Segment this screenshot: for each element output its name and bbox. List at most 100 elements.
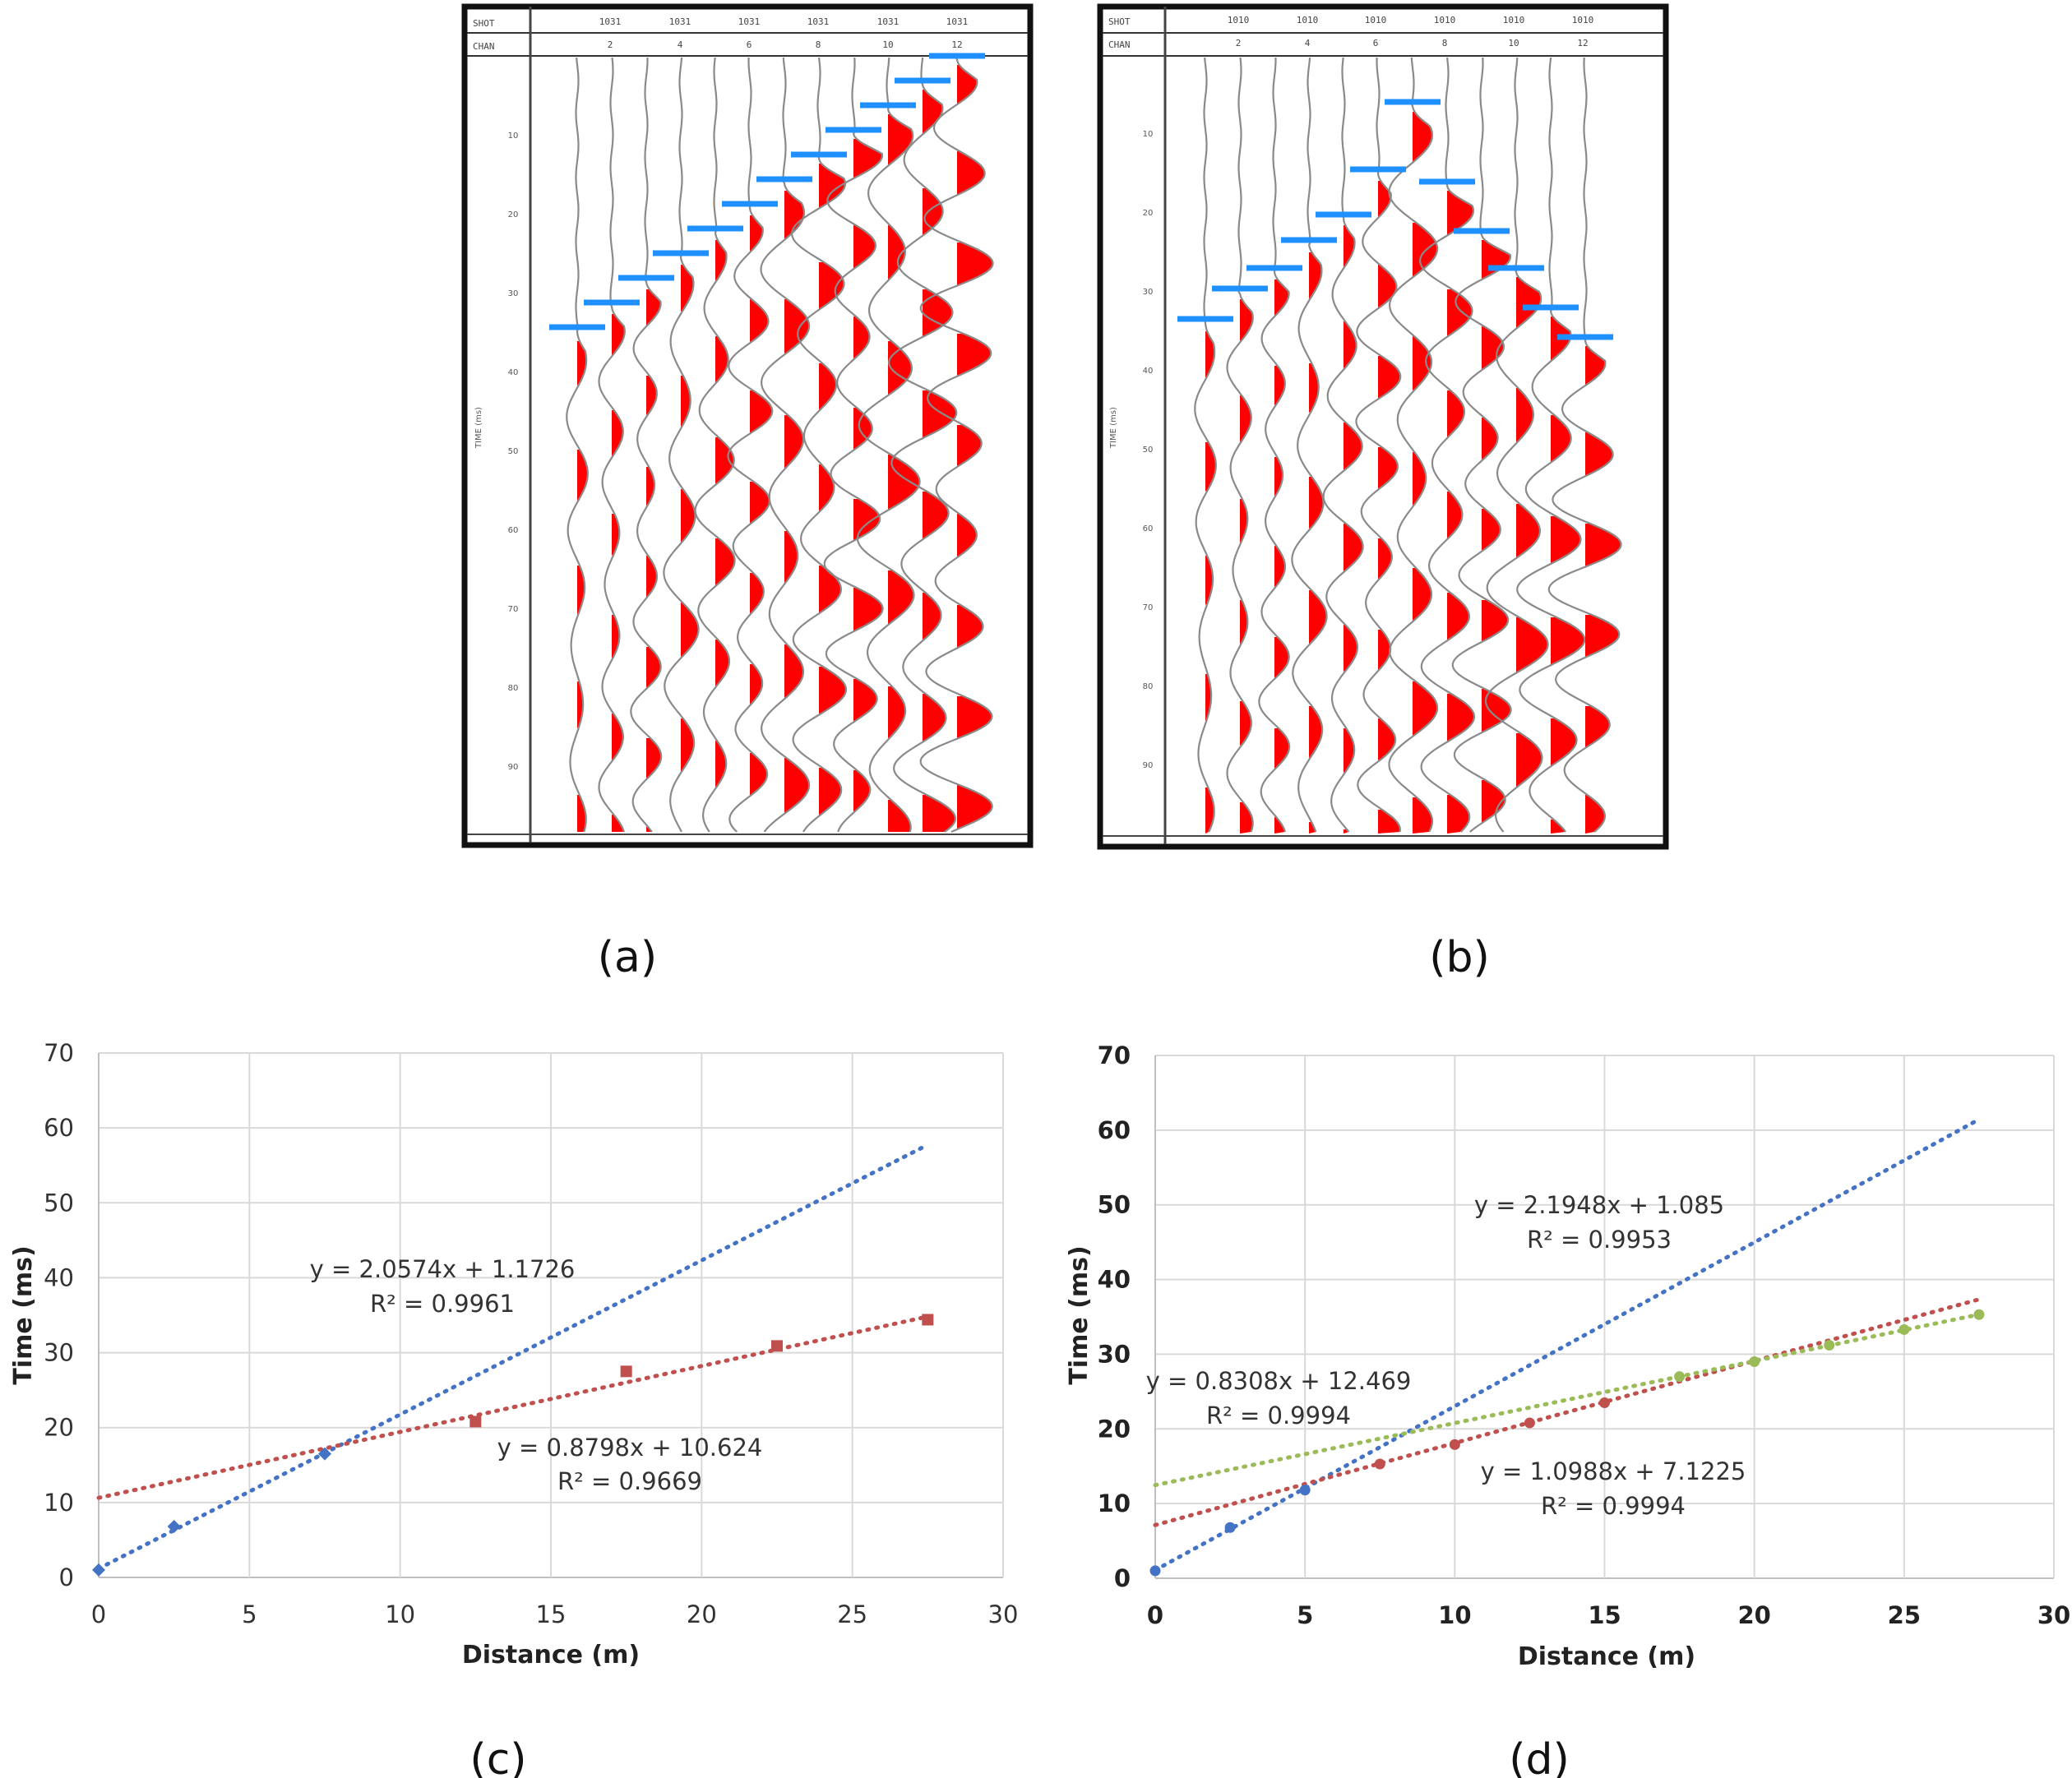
x-tick-label: 30 (988, 1600, 1019, 1628)
trendline-refracted (96, 1314, 930, 1500)
positive-wiggle-fill (888, 800, 911, 832)
data-point-refracted (620, 1365, 632, 1378)
time-tick-label: 90 (1143, 761, 1154, 770)
y-tick-label: 60 (44, 1114, 74, 1142)
positive-wiggle-fill (681, 603, 699, 657)
x-tick-label: 5 (242, 1600, 257, 1628)
seismic-trace (1418, 57, 1476, 833)
positive-wiggle-fill (612, 714, 623, 760)
seismic-traces (566, 57, 994, 834)
shot-number: 1010 (1572, 15, 1594, 25)
positive-wiggle-fill (1274, 728, 1290, 770)
shot-number: 1010 (1365, 15, 1387, 25)
x-tick-label: 15 (1588, 1601, 1621, 1629)
positive-wiggle-fill (1447, 191, 1473, 235)
time-tick-label: 10 (1143, 130, 1154, 139)
trendlines (1153, 1117, 1982, 1572)
shot-number: 1031 (946, 16, 969, 27)
y-tick-label: 0 (1114, 1564, 1131, 1592)
y-tick-labels: 0 10 20 30 40 50 60 70 (44, 1039, 74, 1591)
positive-wiggle-fill (1309, 252, 1322, 299)
x-tick-label: 5 (1297, 1601, 1313, 1629)
time-tick-label: 70 (508, 605, 519, 614)
seismic-trace (919, 57, 994, 834)
data-point-refracted (922, 1314, 934, 1326)
shot-number: 1010 (1503, 15, 1525, 25)
trend-r2-red: R² = 0.9669 (557, 1467, 702, 1495)
positive-wiggle-fill (1447, 390, 1464, 437)
shot-number: 1031 (599, 16, 622, 27)
shot-header-label: SHOT (473, 18, 495, 29)
channel-number: 8 (816, 39, 821, 50)
trend-equation-blue: y = 2.0574x + 1.1726 (310, 1255, 576, 1283)
trend-equation-blue: y = 2.1948x + 1.085 (1474, 1191, 1724, 1219)
positive-wiggle-fill (1205, 331, 1215, 378)
positive-wiggle-fill (1585, 706, 1610, 748)
data-point-direct (318, 1447, 331, 1461)
positive-wiggle-fill (1240, 802, 1253, 834)
positive-wiggle-fill (681, 265, 694, 312)
caption-a: (a) (598, 933, 657, 982)
positive-wiggle-fill (1585, 432, 1613, 477)
shot-number: 1010 (1297, 15, 1319, 25)
shot-number: 1031 (738, 16, 761, 27)
positive-wiggle-fill (1378, 538, 1392, 580)
positive-wiggle-fill (1447, 289, 1473, 336)
time-tick-label: 80 (508, 684, 519, 693)
x-tick-label: 20 (687, 1600, 717, 1628)
y-axis-title: Time (ms) (1065, 1245, 1094, 1384)
seismic-trace (630, 58, 663, 833)
seismic-trace (760, 57, 811, 833)
shot-number: 1010 (1228, 15, 1250, 25)
positive-wiggle-fill (923, 90, 943, 134)
positive-wiggle-fill (577, 795, 586, 832)
channel-number: 2 (608, 39, 613, 50)
y-tick-label: 50 (1098, 1191, 1131, 1219)
y-tick-label: 40 (1098, 1266, 1131, 1294)
data-point-refracted-2 (1749, 1356, 1760, 1368)
positive-wiggle-fill (1309, 706, 1323, 758)
x-axis-title: Distance (m) (1518, 1642, 1695, 1671)
data-point-refracted-2 (1824, 1340, 1835, 1351)
y-tick-label: 10 (44, 1489, 74, 1517)
trend-equation-red: y = 1.0988x + 7.1225 (1481, 1457, 1746, 1485)
trend-r2-red: R² = 0.9994 (1541, 1492, 1686, 1520)
seismic-trace (566, 57, 589, 833)
seismic-trace (888, 57, 958, 833)
positive-wiggle-fill (1378, 447, 1398, 489)
data-point-refracted (469, 1415, 482, 1428)
y-tick-label: 30 (1098, 1340, 1131, 1368)
positive-wiggle-fill (957, 425, 982, 467)
data-point-direct (1224, 1522, 1236, 1533)
y-tick-label: 0 (59, 1563, 74, 1591)
time-tick-label: 60 (508, 526, 519, 535)
y-tick-labels: 0 10 20 30 40 50 60 70 (1098, 1041, 1131, 1592)
data-points (92, 1314, 934, 1577)
positive-wiggle-fill (1413, 797, 1432, 834)
x-tick-label: 25 (837, 1600, 867, 1628)
seismic-trace (598, 57, 626, 833)
time-tick-label: 50 (508, 447, 519, 456)
time-tick-label: 30 (508, 289, 519, 298)
data-point-refracted-2 (1674, 1371, 1686, 1383)
data-point-direct (167, 1520, 181, 1534)
positive-wiggle-fill (957, 151, 985, 196)
shot-header-label: SHOT (1108, 16, 1131, 27)
positive-wiggle-fill (819, 262, 844, 309)
time-ticks: 10 20 30 40 50 60 70 80 90 (508, 132, 519, 772)
seismic-trace (790, 57, 848, 833)
time-axis-label: TIME (ms) (1109, 407, 1118, 449)
x-tick-labels: 0 5 10 15 20 25 30 (91, 1600, 1019, 1628)
positive-wiggle-fill (819, 768, 842, 817)
positive-wiggle-fill (819, 164, 845, 208)
positive-wiggle-fill (1309, 822, 1316, 834)
x-tick-label: 30 (2037, 1601, 2070, 1629)
positive-wiggle-fill (888, 570, 914, 625)
trend-equation-red: y = 0.8798x + 10.624 (497, 1434, 763, 1462)
seismic-traces (1194, 57, 1622, 834)
seismic-trace (1547, 57, 1622, 833)
seismic-trace (1388, 57, 1439, 833)
positive-wiggle-fill (923, 390, 957, 440)
seismic-trace (1322, 57, 1364, 833)
